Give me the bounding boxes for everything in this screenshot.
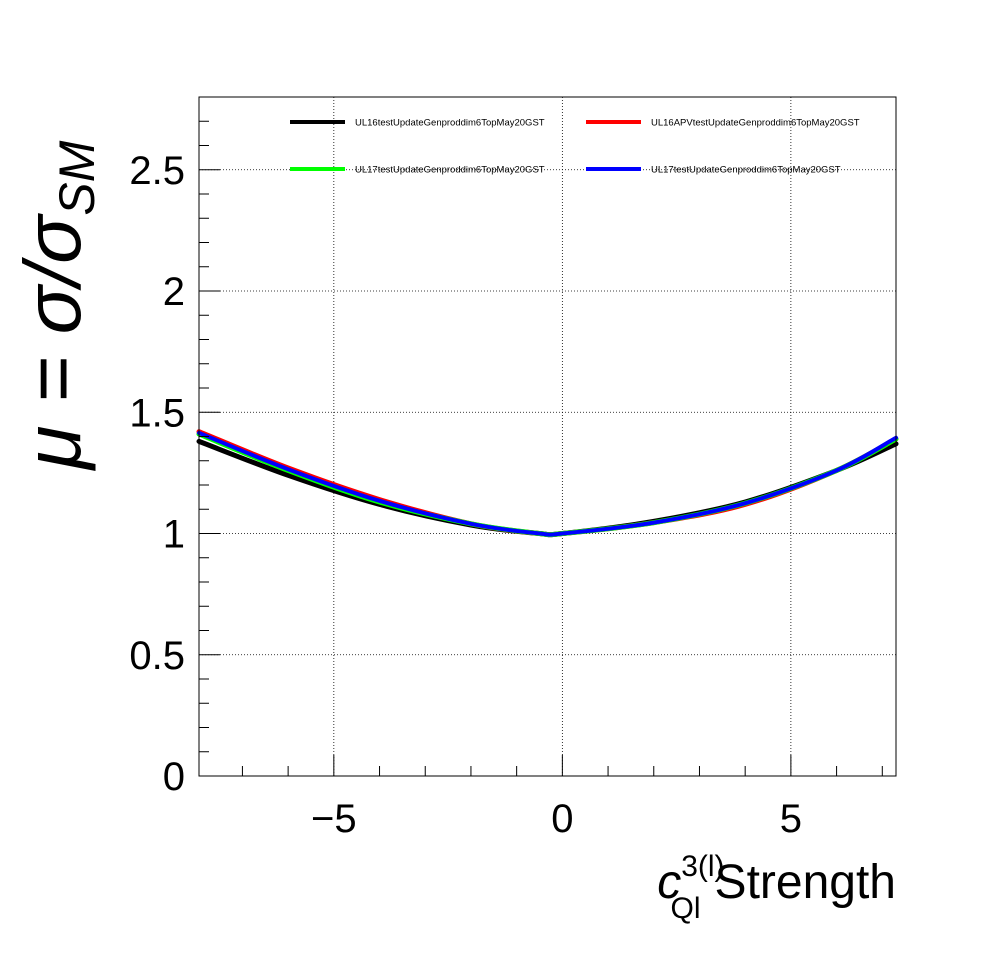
x-tick-label: 0 [551,797,573,841]
legend: UL16testUpdateGenproddim6TopMay20GST UL16… [290,118,860,176]
legend-label: UL17testUpdateGenproddim6TopMay20GST [355,165,545,176]
y-tick-label: 1.5 [129,391,185,435]
x-axis-title: c3(l) Ql Strength [657,850,896,925]
y-tick-label: 2 [163,270,185,314]
y-tick-label: 2.5 [129,149,185,193]
legend-label: UL17testUpdateGenproddim6TopMay20GST [651,165,841,176]
y-axis-subscript: SM [49,140,105,215]
x-tick-label: 5 [780,797,802,841]
x-axis-symbol: c [657,856,681,909]
grid [199,97,896,777]
x-tick-label: −5 [311,797,357,841]
legend-label: UL16testUpdateGenproddim6TopMay20GST [355,118,545,129]
x-axis-superscript: 3(l) [681,850,724,883]
x-axis-subscript: Ql [671,892,701,925]
axis-ticks [199,96,883,777]
series-line-4 [197,430,898,537]
y-tick-label: 1 [163,513,185,557]
y-axis-symbol: μ = σ/σ [8,213,97,471]
y-tick-label: 0.5 [129,634,185,678]
y-axis-title: μ = σ/σSM [8,140,105,471]
tick-labels: −5 0 5 0 0.5 1 1.5 2 2.5 [129,149,802,841]
series-line-3 [196,431,899,538]
legend-label: UL16APVtestUpdateGenproddim6TopMay20GST [651,118,860,129]
y-tick-label: 0 [163,755,185,799]
series-lines [196,429,899,538]
plot-frame [198,96,897,777]
x-axis-text: Strength [715,856,896,909]
